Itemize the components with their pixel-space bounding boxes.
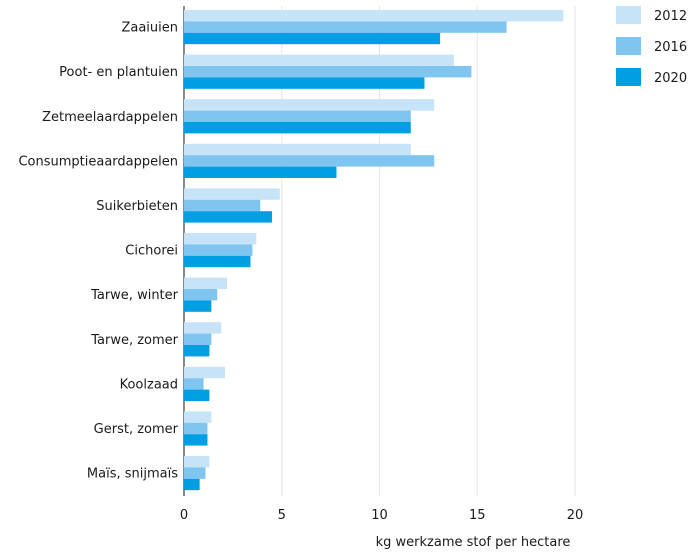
bars — [184, 10, 564, 491]
bar-group-2 — [184, 99, 435, 134]
x-tick-label-20: 20 — [567, 508, 584, 523]
bar-group-1 — [184, 54, 472, 89]
bar-2020-5 — [184, 255, 251, 268]
bar-2012-6 — [184, 277, 228, 289]
bar-2012-2 — [184, 99, 435, 111]
legend-swatch-2016 — [616, 37, 641, 55]
bar-group-0 — [184, 10, 564, 45]
category-label-9: Gerst, zomer — [94, 422, 179, 437]
category-label-2: Zetmeelaardappelen — [42, 110, 178, 125]
category-label-6: Tarwe, winter — [90, 288, 179, 303]
bar-group-8 — [184, 366, 226, 401]
bar-group-7 — [184, 322, 222, 357]
bar-2016-5 — [184, 244, 253, 256]
bar-2020-0 — [184, 32, 441, 45]
legend: 2012 2016 2020 — [616, 6, 687, 86]
bar-2012-9 — [184, 411, 212, 423]
category-label-1: Poot- en plantuien — [59, 65, 178, 80]
category-label-10: Maïs, snijmaïs — [87, 467, 178, 482]
legend-swatch-2012 — [616, 6, 641, 24]
bar-2016-1 — [184, 66, 472, 78]
bar-2020-2 — [184, 122, 411, 134]
bar-2016-9 — [184, 422, 208, 435]
bar-group-9 — [184, 411, 212, 446]
bar-2020-6 — [184, 300, 212, 312]
bar-2012-4 — [184, 188, 280, 200]
bar-2012-10 — [184, 456, 210, 468]
bar-2020-4 — [184, 211, 272, 223]
legend-label-2012: 2012 — [654, 9, 687, 24]
bar-2016-3 — [184, 155, 435, 167]
legend-label-2016: 2016 — [654, 40, 687, 55]
bar-group-6 — [184, 277, 228, 312]
x-tick-label-10: 10 — [371, 508, 388, 523]
category-labels: Zaaiuien Poot- en plantuien Zetmeelaardapp… — [18, 21, 178, 482]
bar-2020-9 — [184, 434, 208, 446]
bar-2020-7 — [184, 345, 210, 357]
category-label-7: Tarwe, zomer — [90, 333, 178, 348]
bar-2020-8 — [184, 389, 210, 401]
bar-2016-10 — [184, 467, 206, 479]
bar-group-4 — [184, 188, 280, 223]
bar-2020-10 — [184, 478, 200, 491]
category-label-0: Zaaiuien — [121, 21, 178, 36]
bar-group-10 — [184, 456, 210, 491]
category-label-3: Consumptieaardappelen — [18, 154, 178, 169]
bar-2016-0 — [184, 21, 507, 33]
x-axis-title: kg werkzame stof per hectare — [376, 535, 571, 550]
bar-2016-6 — [184, 289, 218, 301]
bar-2020-1 — [184, 77, 425, 89]
bar-2012-0 — [184, 10, 564, 22]
bar-2012-7 — [184, 322, 222, 334]
bar-2012-5 — [184, 233, 257, 245]
category-label-4: Suikerbieten — [96, 199, 178, 214]
bar-2012-8 — [184, 366, 226, 379]
bar-group-3 — [184, 143, 435, 178]
bar-2016-2 — [184, 110, 411, 122]
bar-group-5 — [184, 233, 257, 268]
x-tick-label-5: 5 — [278, 508, 286, 523]
bar-2020-3 — [184, 166, 337, 178]
legend-label-2020: 2020 — [654, 71, 687, 86]
x-tick-labels: 0 5 10 15 20 — [180, 508, 583, 523]
bar-2016-4 — [184, 199, 261, 212]
category-label-5: Cichorei — [125, 244, 178, 259]
bar-2012-1 — [184, 54, 454, 66]
bar-2012-3 — [184, 143, 411, 156]
bar-2016-7 — [184, 333, 212, 345]
bar-2016-8 — [184, 378, 204, 390]
x-tick-label-0: 0 — [180, 508, 188, 523]
x-tick-label-15: 15 — [469, 508, 486, 523]
category-label-8: Koolzaad — [120, 377, 178, 392]
legend-swatch-2020 — [616, 68, 641, 86]
